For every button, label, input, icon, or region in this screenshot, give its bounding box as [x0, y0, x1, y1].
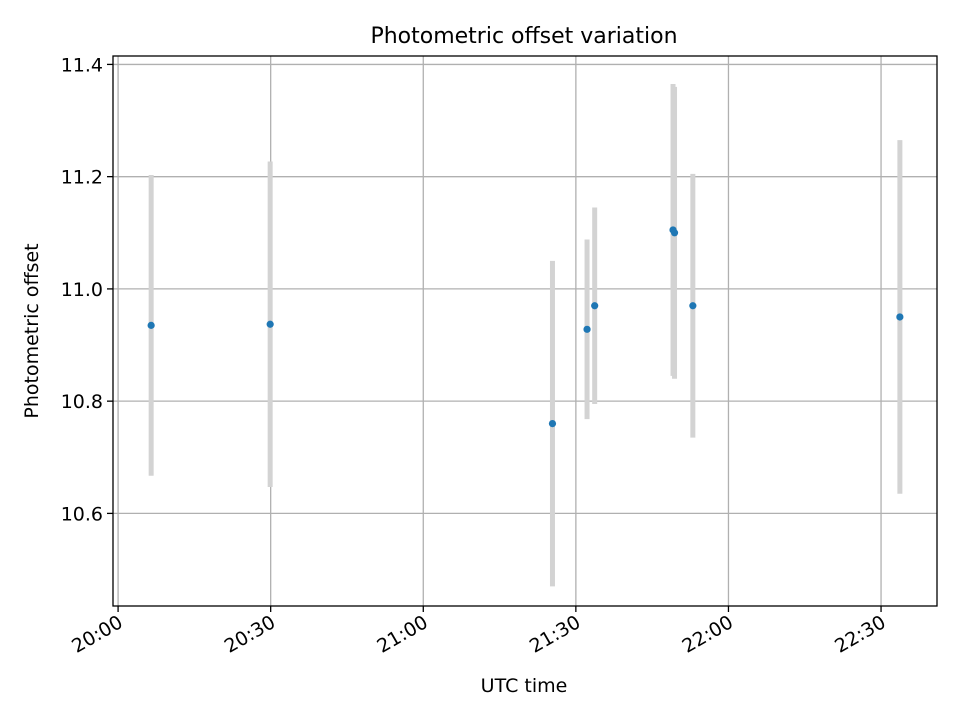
y-tick-label: 11.2 — [61, 167, 103, 189]
y-tick-label: 10.8 — [61, 391, 103, 413]
plot-frame — [112, 55, 938, 607]
x-tick-label: 20:00 — [68, 611, 126, 657]
x-tick-label: 20:30 — [221, 611, 279, 657]
errorbars — [148, 84, 903, 587]
chart-title: Photometric offset variation — [370, 24, 677, 49]
y-tick-label: 10.6 — [61, 503, 103, 525]
x-tick-label: 22:30 — [831, 611, 889, 657]
x-tick-label: 22:00 — [679, 611, 737, 657]
y-axis-ticks: 10.6 10.8 11.0 11.2 11.4 — [61, 54, 113, 525]
y-gridlines — [113, 63, 937, 515]
data-points — [147, 226, 904, 428]
data-point — [689, 302, 697, 310]
data-point — [583, 325, 591, 333]
data-point — [670, 229, 679, 237]
y-tick-label: 11.4 — [61, 54, 103, 76]
y-axis-title: Photometric offset — [21, 243, 43, 418]
x-axis-title: UTC time — [481, 675, 568, 697]
x-tick-label: 21:00 — [373, 611, 431, 657]
x-axis-ticks: 20:00 20:30 21:00 21:30 22:00 22:30 — [68, 606, 890, 658]
data-point — [266, 320, 274, 328]
data-point — [591, 302, 599, 310]
data-point — [896, 313, 904, 321]
x-gridlines — [117, 56, 882, 606]
data-point — [147, 321, 155, 329]
x-tick-label: 21:30 — [526, 611, 584, 657]
y-tick-label: 11.0 — [61, 279, 103, 301]
data-point — [548, 420, 557, 428]
